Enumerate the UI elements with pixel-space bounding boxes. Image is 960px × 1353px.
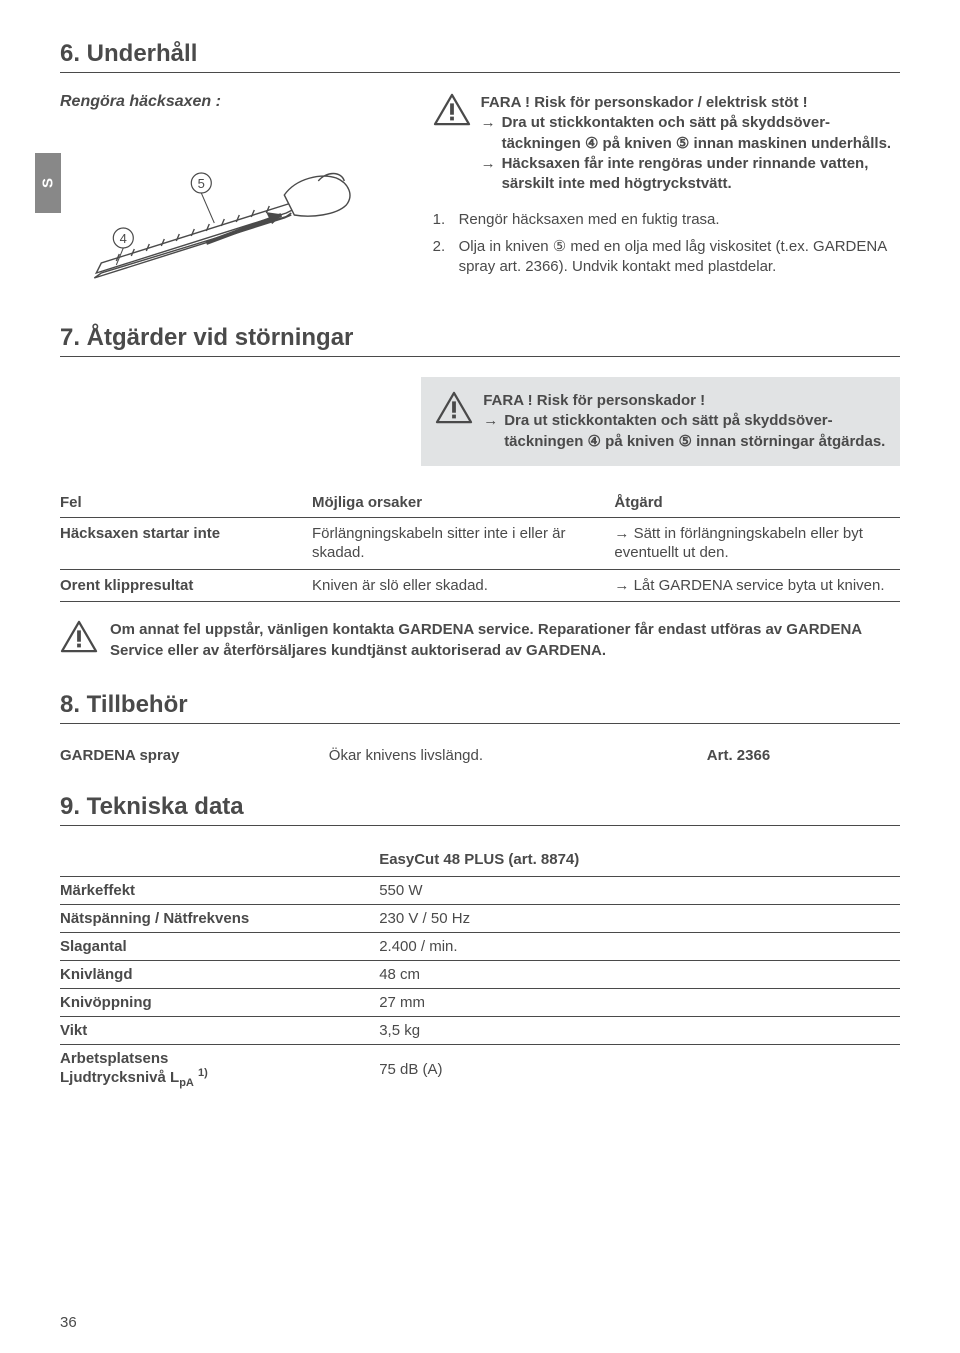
warn-6-title: FARA ! Risk för personskador / elektrisk… bbox=[481, 93, 900, 113]
warning-icon bbox=[433, 93, 471, 127]
cell-cause: Förlängningskabeln sitter inte i eller ä… bbox=[312, 517, 614, 569]
hedge-trimmer-diagram: 5 4 bbox=[60, 123, 413, 293]
th-cause: Möjliga orsaker bbox=[312, 488, 614, 518]
svg-text:5: 5 bbox=[198, 176, 205, 191]
noise-value: 75 dB (A) bbox=[379, 1044, 900, 1094]
arrow-icon: → bbox=[481, 154, 496, 195]
cell-remedy: → Låt GARDENA service byta ut kniven. bbox=[614, 569, 900, 602]
section-9-rule bbox=[60, 825, 900, 826]
accessory-name: GARDENA spray bbox=[60, 747, 329, 764]
section-6-title: 6. Underhåll bbox=[60, 40, 900, 68]
table-row: Slagantal2.400 / min. bbox=[60, 932, 900, 960]
table-row: Arbetsplatsens Ljudtrycksnivå LpA 1) 75 … bbox=[60, 1044, 900, 1094]
spec-table: EasyCut 48 PLUS (art. 8874) Märkeffekt55… bbox=[60, 846, 900, 1094]
step-1: Rengör häcksaxen med en fuktig trasa. bbox=[459, 210, 720, 230]
table-row: Märkeffekt550 W bbox=[60, 876, 900, 904]
th-fault: Fel bbox=[60, 488, 312, 518]
table-row: Orent klippresultat Kniven är slö eller … bbox=[60, 569, 900, 602]
language-tab: S bbox=[35, 153, 61, 213]
accessory-desc: Ökar knivens livslängd. bbox=[329, 747, 707, 764]
th-remedy: Åtgärd bbox=[614, 488, 900, 518]
table-row: Knivlängd48 cm bbox=[60, 960, 900, 988]
svg-text:4: 4 bbox=[120, 231, 127, 246]
section-6-subhead: Rengöra häcksaxen : bbox=[60, 93, 413, 111]
table-row: Vikt3,5 kg bbox=[60, 1016, 900, 1044]
warning-icon bbox=[435, 391, 473, 425]
warn-6-line2: Häcksaxen får inte rengöras under rinnan… bbox=[502, 154, 900, 195]
service-note-text: Om annat fel uppstår, vänligen kontakta … bbox=[110, 620, 900, 661]
arrow-icon: → bbox=[483, 411, 498, 452]
table-row: Knivöppning27 mm bbox=[60, 988, 900, 1016]
cell-remedy: → Sätt in förlängningskabeln eller byt e… bbox=[614, 517, 900, 569]
service-note: Om annat fel uppstår, vänligen kontakta … bbox=[60, 620, 900, 661]
section-7-rule bbox=[60, 356, 900, 357]
page-number: 36 bbox=[60, 1314, 77, 1331]
spec-model: EasyCut 48 PLUS (art. 8874) bbox=[379, 846, 900, 877]
warn-7-body: Dra ut stickkontakten och sätt på skydds… bbox=[504, 411, 886, 452]
step-2: Olja in kniven ⑤ med en olja med låg vis… bbox=[459, 237, 900, 278]
troubleshoot-table: Fel Möjliga orsaker Åtgärd Häcksaxen sta… bbox=[60, 488, 900, 603]
section-9-title: 9. Tekniska data bbox=[60, 793, 900, 821]
accessory-art: Art. 2366 bbox=[707, 747, 900, 764]
noise-label: Arbetsplatsens Ljudtrycksnivå LpA 1) bbox=[60, 1044, 379, 1094]
table-header-row: Fel Möjliga orsaker Åtgärd bbox=[60, 488, 900, 518]
cell-cause: Kniven är slö eller skadad. bbox=[312, 569, 614, 602]
warning-box: FARA ! Risk för personskador ! →Dra ut s… bbox=[421, 377, 900, 466]
table-row: Nätspänning / Nätfrekvens230 V / 50 Hz bbox=[60, 904, 900, 932]
accessory-row: GARDENA spray Ökar knivens livslängd. Ar… bbox=[60, 744, 900, 767]
cell-fault: Orent klippresultat bbox=[60, 569, 312, 602]
cell-fault: Häcksaxen startar inte bbox=[60, 517, 312, 569]
warn-6-line1: Dra ut stickkontakten och sätt på skydds… bbox=[502, 113, 900, 154]
section-8-title: 8. Tillbehör bbox=[60, 691, 900, 719]
arrow-icon: → bbox=[481, 113, 496, 154]
section-6-rule bbox=[60, 72, 900, 73]
section-7-title: 7. Åtgärder vid störningar bbox=[60, 324, 900, 352]
section-8-rule bbox=[60, 723, 900, 724]
warn-7-title: FARA ! Risk för personskador ! bbox=[483, 391, 886, 411]
spec-model-row: EasyCut 48 PLUS (art. 8874) bbox=[60, 846, 900, 877]
warning-icon bbox=[60, 620, 98, 654]
table-row: Häcksaxen startar inte Förlängningskabel… bbox=[60, 517, 900, 569]
